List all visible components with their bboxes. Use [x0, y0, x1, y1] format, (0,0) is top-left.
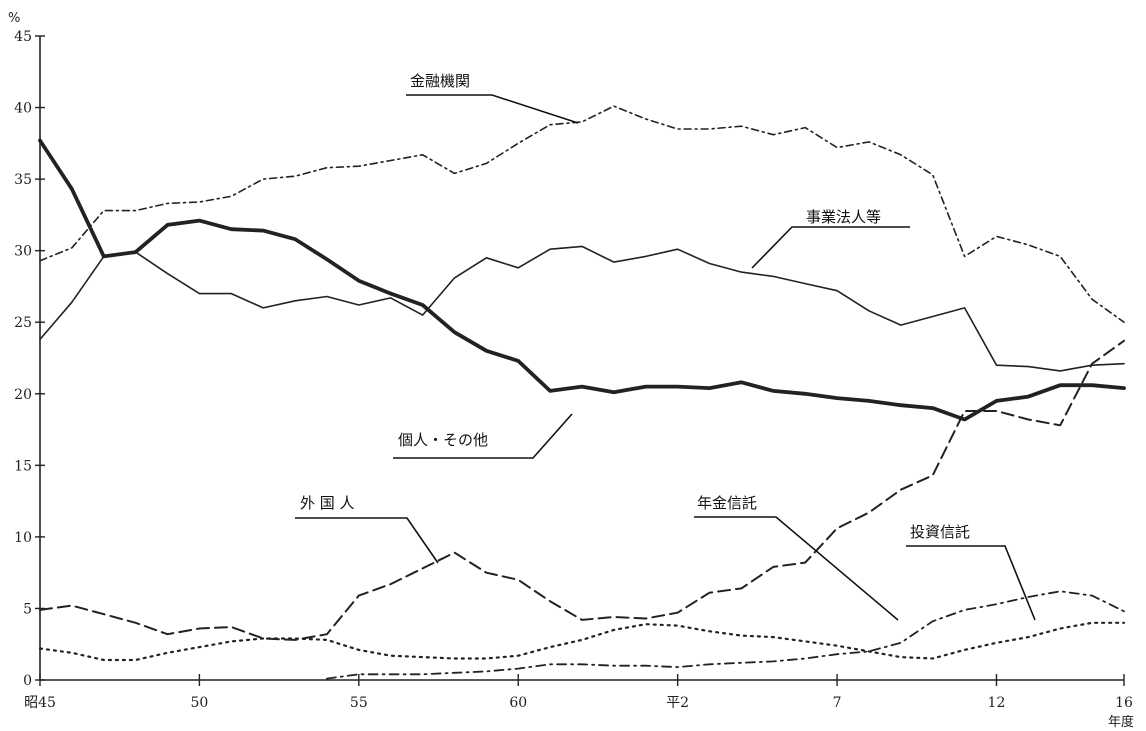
- x-tick-label: 50: [190, 695, 208, 711]
- y-tick-label: 45: [14, 29, 32, 45]
- y-tick-label: 40: [14, 101, 32, 117]
- x-tick-label: 昭45: [24, 695, 56, 711]
- annotation-label: 投資信託: [910, 523, 970, 541]
- x-tick-label: 16: [1115, 695, 1133, 711]
- y-tick-label: 5: [23, 601, 32, 617]
- y-ticks: 0 5 10 15 20 25 30 35 40 45: [14, 29, 45, 689]
- x-ticks: 昭45 50 55 60 平2 7 12 16: [24, 674, 1133, 711]
- annotation-leader-line: [295, 517, 439, 564]
- annotation-leader-line: [393, 413, 573, 459]
- y-tick-label: 0: [23, 673, 32, 689]
- y-tick-label: 35: [14, 172, 32, 188]
- x-tick-label: 12: [988, 695, 1006, 711]
- y-tick-label: 30: [14, 244, 32, 260]
- axes: [39, 36, 1124, 681]
- annotation-label: 個人・その他: [398, 431, 488, 449]
- annotation-label: 事業法人等: [806, 208, 881, 226]
- series-line-5: [326, 590, 1125, 680]
- series-line-4: [38, 621, 1126, 662]
- x-tick-label: 60: [509, 695, 527, 711]
- annotation-leader-line: [906, 545, 1036, 621]
- y-tick-label: 15: [14, 458, 32, 474]
- series-line-3: [39, 339, 1125, 641]
- annotation-label: 金融機関: [410, 72, 470, 90]
- x-tick-label: 7: [833, 695, 842, 711]
- annotation-leader-line: [751, 226, 910, 269]
- y-tick-label: 20: [14, 387, 32, 403]
- series-line-1: [39, 245, 1125, 372]
- x-tick-label: 55: [350, 695, 368, 711]
- annotation-label: 外 国 人: [300, 494, 355, 512]
- x-tick-label: 平2: [666, 695, 689, 711]
- y-unit-label: %: [8, 11, 20, 26]
- y-tick-label: 10: [14, 530, 32, 546]
- annotation-leader-line: [406, 94, 579, 124]
- series-group: [38, 105, 1126, 680]
- annotation-label: 年金信託: [697, 494, 757, 512]
- series-line-2: [38, 138, 1126, 422]
- x-unit-label: 年度: [1108, 714, 1134, 730]
- y-tick-label: 25: [14, 315, 32, 331]
- annotation-leader-line: [694, 516, 899, 621]
- series-line-0: [39, 105, 1125, 323]
